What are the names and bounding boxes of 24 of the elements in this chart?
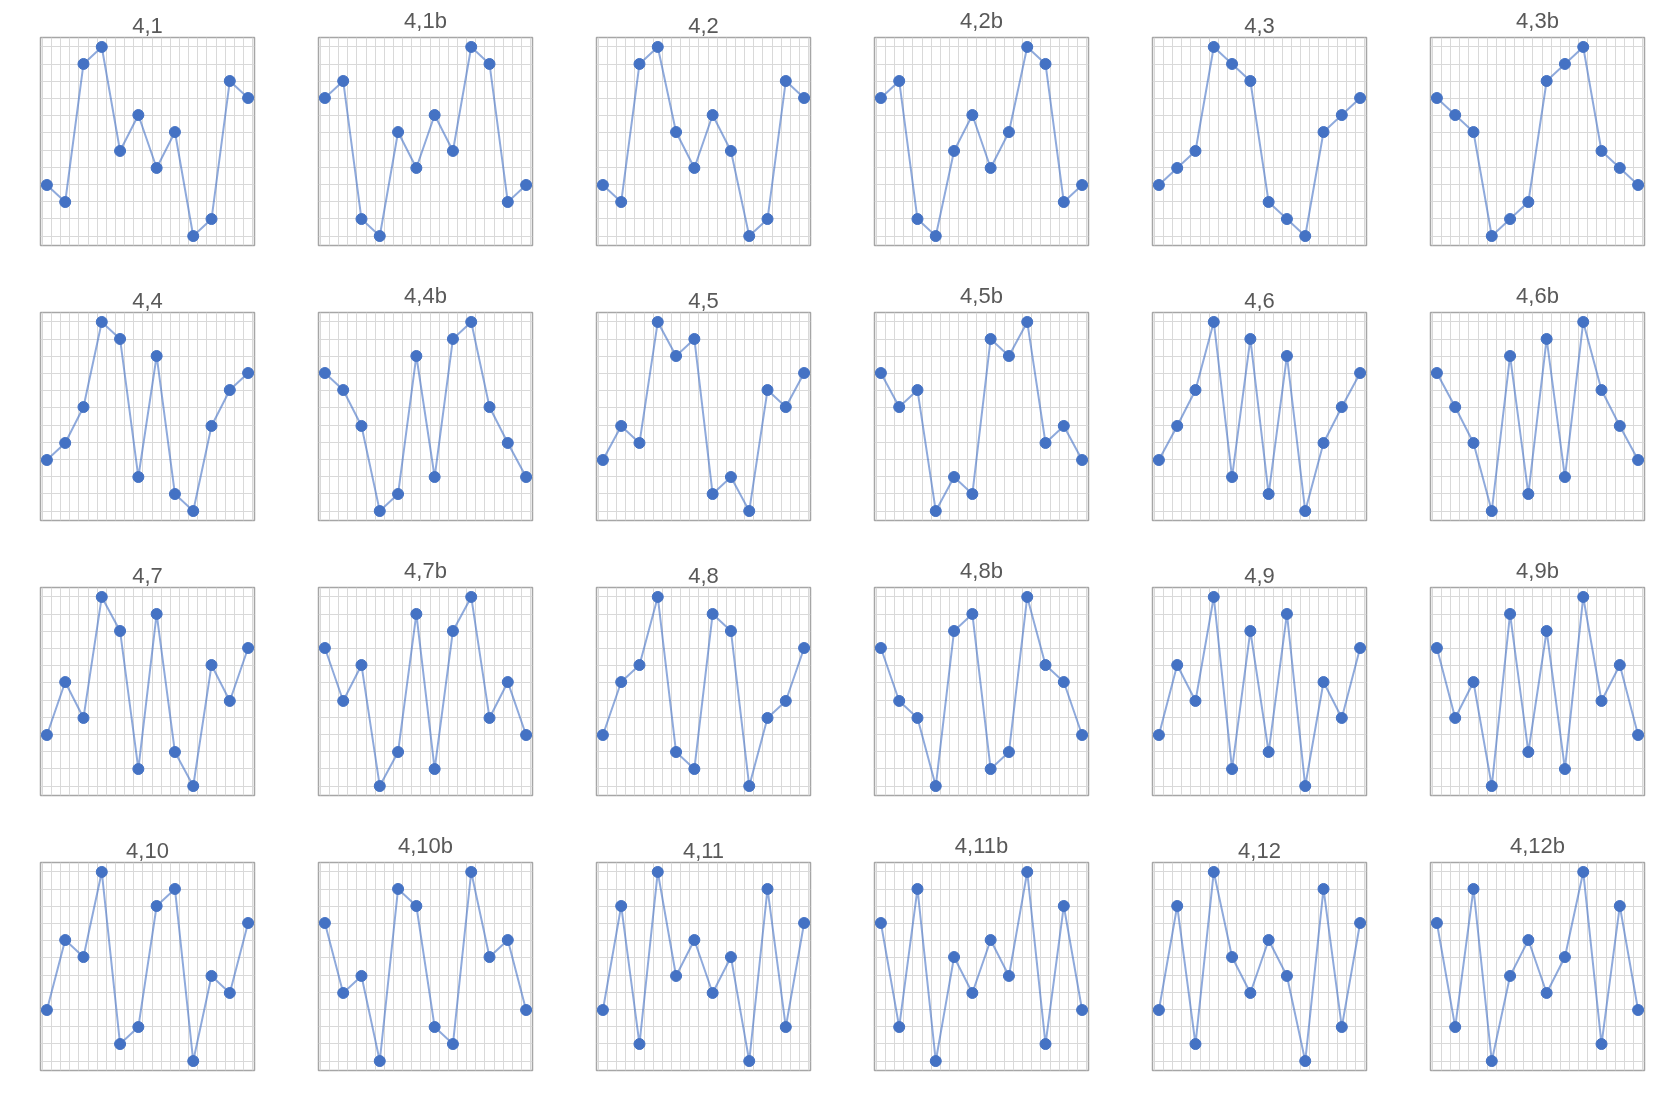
chart-title: 4,1b — [404, 7, 447, 33]
chart-title: 4,3 — [1244, 12, 1275, 38]
chart-title: 4,11 — [682, 837, 725, 863]
chart-title: 4,7 — [132, 562, 163, 588]
chart-title: 4,6 — [1244, 287, 1275, 313]
chart-title: 4,10b — [397, 832, 454, 858]
chart-title: 4,5b — [960, 282, 1003, 308]
chart-title: 4,4 — [132, 287, 163, 313]
chart-title: 4,7b — [404, 557, 447, 583]
chart-title: 4,4b — [404, 282, 447, 308]
chart-title: 4,12b — [1509, 832, 1566, 858]
chart-title: 4,8 — [688, 562, 719, 588]
chart-title: 4,9b — [1516, 557, 1559, 583]
chart-title: 4,3b — [1516, 7, 1559, 33]
chart-title: 4,10 — [126, 837, 169, 863]
chart-title: 4,11b — [954, 832, 1009, 858]
chart-title: 4,2 — [688, 12, 719, 38]
chart-title: 4,12 — [1238, 837, 1281, 863]
chart-title: 4,2b — [960, 7, 1003, 33]
chart-title: 4,5 — [688, 287, 719, 313]
chart-title: 4,1 — [132, 12, 163, 38]
chart-title: 4,9 — [1244, 562, 1275, 588]
chart-title: 4,6b — [1516, 282, 1559, 308]
chart-title: 4,8b — [960, 557, 1003, 583]
